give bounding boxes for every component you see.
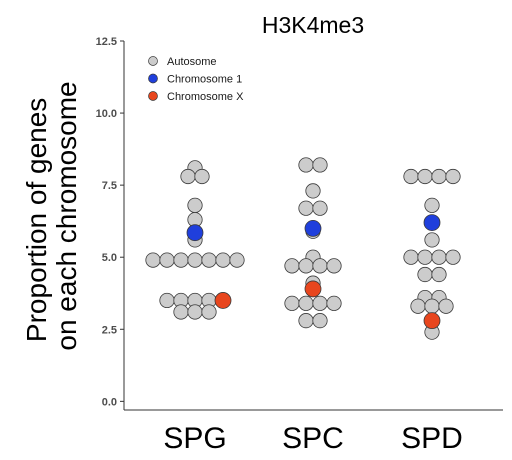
point-spd-autosome xyxy=(403,168,419,185)
point-spd-autosome xyxy=(431,266,447,283)
point-spg-autosome xyxy=(180,168,196,185)
legend-label-autosome: Autosome xyxy=(167,56,217,68)
point-spc-autosome xyxy=(312,200,328,216)
y-tick-label: 0.0 xyxy=(102,396,117,408)
point-spd-autosome xyxy=(403,249,419,265)
point-spd-autosome xyxy=(417,168,433,185)
point-spc-chromosome-x xyxy=(304,280,322,298)
point-spc-autosome xyxy=(312,313,328,329)
point-spc-autosome xyxy=(298,295,314,311)
legend-marker-autosome xyxy=(148,56,158,66)
point-spg-autosome xyxy=(229,252,245,268)
point-spc-autosome xyxy=(284,258,300,274)
point-spg-chromosome-x xyxy=(214,292,232,309)
y-axis-label-line-2: on each chromosome xyxy=(51,81,82,350)
point-spd-autosome xyxy=(417,249,433,265)
point-spg-autosome xyxy=(187,304,203,320)
point-spg-autosome xyxy=(201,304,217,320)
point-spg-autosome xyxy=(159,292,175,309)
y-tick-label: 2.5 xyxy=(102,324,117,336)
point-spc-autosome xyxy=(284,295,300,311)
x-category-label-spg: SPG xyxy=(163,422,226,455)
point-spd-autosome xyxy=(424,197,440,213)
point-spc-autosome xyxy=(298,157,314,173)
point-spg-chromosome-1 xyxy=(186,224,204,242)
y-tick-label: 12.5 xyxy=(96,36,117,48)
point-spc-autosome xyxy=(326,295,342,311)
point-spc-autosome xyxy=(298,313,314,329)
y-tick-label: 7.5 xyxy=(102,180,117,192)
chart-title: H3K4me3 xyxy=(262,12,364,38)
point-spc-autosome xyxy=(312,157,328,173)
point-spd-autosome xyxy=(424,298,440,314)
point-spc-autosome xyxy=(298,200,314,216)
point-spg-autosome xyxy=(187,252,203,268)
point-spd-autosome xyxy=(410,298,426,314)
point-spg-autosome xyxy=(201,252,217,268)
point-spc-autosome xyxy=(326,258,342,274)
point-spc-chromosome-1 xyxy=(304,219,322,237)
point-spd-autosome xyxy=(431,168,447,185)
point-spd-autosome xyxy=(417,266,433,283)
point-spg-autosome xyxy=(159,252,175,268)
data-points xyxy=(145,157,461,340)
y-tick-label: 10.0 xyxy=(96,108,117,120)
legend-label-chromosome-x: Chromosome X xyxy=(167,91,244,103)
legend-marker-chromosome-x xyxy=(148,91,158,101)
x-category-label-spc: SPC xyxy=(282,422,344,455)
y-axis-label-line-1: Proportion of genes xyxy=(21,98,52,342)
point-spc-autosome xyxy=(312,295,328,311)
point-spg-autosome xyxy=(145,252,161,268)
point-spd-autosome xyxy=(445,249,461,265)
point-spd-autosome xyxy=(445,168,461,185)
point-spd-autosome xyxy=(424,232,440,248)
point-spd-chromosome-1 xyxy=(423,214,441,232)
point-spg-autosome xyxy=(173,252,189,268)
point-spd-autosome xyxy=(438,298,454,314)
point-spg-autosome xyxy=(173,304,189,320)
y-axis-ticks: 0.0 2.5 5.0 7.5 10.0 12.5 xyxy=(96,36,124,408)
point-spd-chromosome-x xyxy=(423,312,441,330)
point-spc-autosome xyxy=(298,258,314,274)
legend: Autosome Chromosome 1 Chromosome X xyxy=(148,56,244,103)
legend-label-chromosome-1: Chromosome 1 xyxy=(167,74,242,86)
x-axis-categories: SPG SPC SPD xyxy=(163,422,463,455)
point-spc-autosome xyxy=(305,183,321,199)
y-tick-label: 5.0 xyxy=(102,252,117,264)
point-spc-autosome xyxy=(312,258,328,274)
point-spd-autosome xyxy=(431,249,447,265)
y-axis-label: Proportion of genes on each chromosome xyxy=(21,81,82,350)
legend-marker-chromosome-1 xyxy=(148,73,158,84)
point-spg-autosome xyxy=(187,197,203,213)
point-spg-autosome xyxy=(215,252,231,268)
x-category-label-spd: SPD xyxy=(401,422,463,455)
point-spg-autosome xyxy=(194,168,210,185)
